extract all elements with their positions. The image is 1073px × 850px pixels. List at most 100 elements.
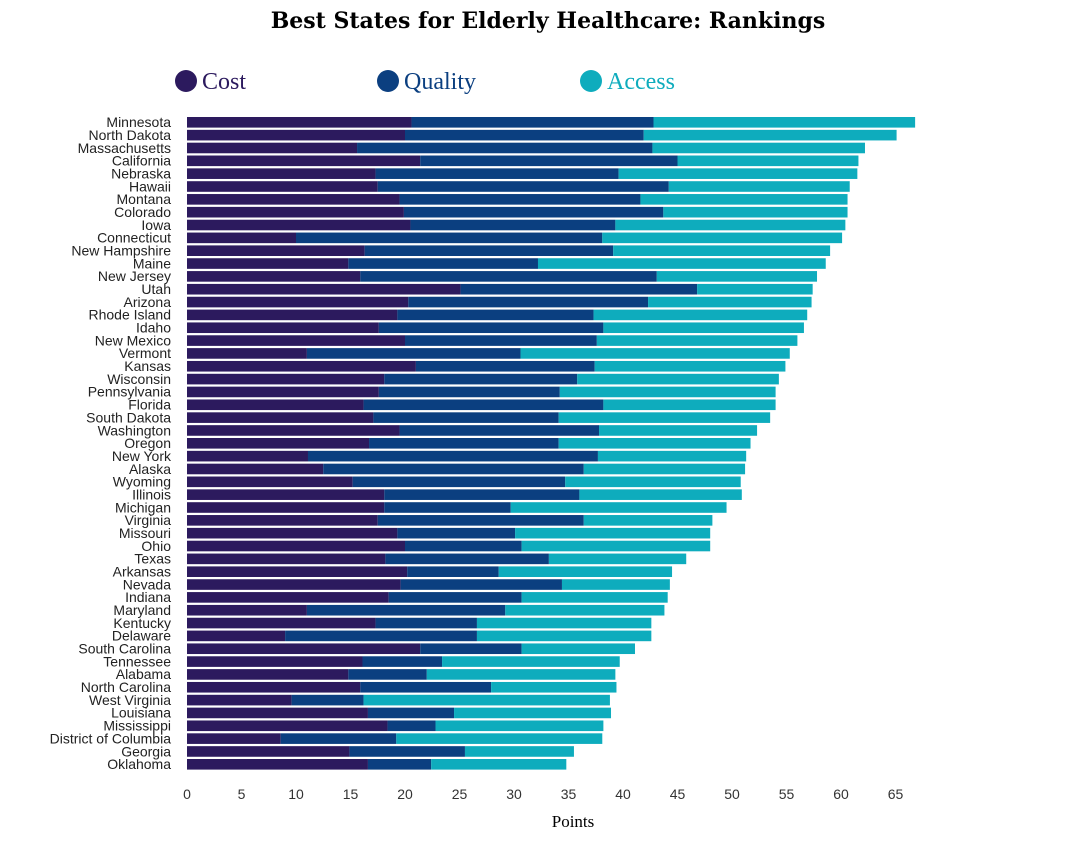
bar-cost bbox=[187, 617, 376, 629]
bar-cost bbox=[187, 669, 349, 680]
bar-quality bbox=[384, 502, 511, 513]
bar-quality bbox=[367, 759, 432, 770]
y-tick-label: Nevada bbox=[123, 576, 171, 592]
bar-access bbox=[515, 527, 711, 539]
bar-quality bbox=[399, 425, 600, 436]
bar-cost bbox=[187, 373, 385, 385]
x-tick-label: 20 bbox=[397, 786, 413, 802]
legend-swatch-cost bbox=[175, 70, 197, 92]
bar-access bbox=[583, 515, 713, 526]
legend-swatch-access bbox=[580, 70, 602, 92]
bar-quality bbox=[405, 540, 522, 552]
y-tick-label: Rhode Island bbox=[88, 307, 171, 323]
bar-cost bbox=[187, 630, 286, 642]
y-tick-label: Louisiana bbox=[111, 705, 171, 721]
y-tick-label: Minnesota bbox=[106, 114, 171, 130]
bar-quality bbox=[400, 579, 562, 590]
bar-access bbox=[615, 219, 846, 231]
y-tick-label: California bbox=[112, 153, 171, 169]
y-tick-label: New Mexico bbox=[95, 332, 171, 348]
bar-access bbox=[363, 694, 610, 706]
bar-quality bbox=[364, 245, 614, 256]
bar-quality bbox=[306, 348, 521, 359]
y-tick-label: Delaware bbox=[112, 628, 171, 644]
bar-access bbox=[603, 399, 776, 411]
bar-cost bbox=[187, 360, 416, 372]
bar-cost bbox=[187, 168, 376, 179]
bar-cost bbox=[187, 720, 388, 732]
bar-cost bbox=[187, 142, 358, 154]
bar-access bbox=[618, 168, 858, 179]
bar-cost bbox=[187, 450, 308, 462]
bar-cost bbox=[187, 258, 349, 269]
y-tick-label: North Carolina bbox=[81, 679, 171, 695]
bar-quality bbox=[375, 617, 477, 629]
bar-cost bbox=[187, 425, 400, 436]
y-tick-label: Maine bbox=[133, 255, 171, 271]
bar-cost bbox=[187, 296, 409, 308]
legend-label-access: Access bbox=[607, 69, 675, 95]
bar-quality bbox=[384, 373, 578, 385]
x-tick-label: 5 bbox=[238, 786, 246, 802]
bar-quality bbox=[348, 258, 538, 269]
bar-cost bbox=[187, 566, 408, 577]
bar-quality bbox=[407, 566, 499, 577]
bar-cost bbox=[187, 746, 350, 757]
bar-access bbox=[599, 425, 758, 436]
x-tick-label: 50 bbox=[724, 786, 740, 802]
bars-group bbox=[187, 117, 916, 770]
bar-quality bbox=[377, 181, 669, 192]
legend-swatch-quality bbox=[377, 70, 399, 92]
bar-cost bbox=[187, 232, 296, 244]
bar-cost bbox=[187, 515, 378, 526]
bar-access bbox=[537, 258, 826, 269]
bar-quality bbox=[375, 168, 619, 179]
y-tick-label: South Dakota bbox=[86, 409, 171, 425]
bar-access bbox=[548, 553, 687, 565]
y-tick-label: Oklahoma bbox=[107, 756, 171, 772]
y-tick-label: Vermont bbox=[119, 345, 171, 361]
bar-cost bbox=[187, 438, 370, 449]
bar-cost bbox=[187, 399, 364, 411]
y-tick-label: Alabama bbox=[116, 666, 171, 682]
y-tick-label: Washington bbox=[98, 422, 171, 438]
bar-cost bbox=[187, 604, 307, 616]
bar-access bbox=[602, 232, 843, 244]
bar-quality bbox=[307, 450, 598, 462]
bar-cost bbox=[187, 245, 365, 256]
bar-access bbox=[656, 271, 818, 282]
y-tick-label: Mississippi bbox=[103, 718, 171, 734]
bar-access bbox=[558, 438, 751, 449]
bar-cost bbox=[187, 707, 368, 719]
bar-cost bbox=[187, 502, 385, 513]
bar-cost bbox=[187, 181, 378, 192]
bar-cost bbox=[187, 129, 405, 141]
bar-access bbox=[442, 656, 620, 667]
bar-cost bbox=[187, 283, 461, 295]
bar-access bbox=[521, 540, 711, 552]
bar-cost bbox=[187, 759, 368, 770]
bar-access bbox=[640, 194, 848, 205]
x-tick-label: 55 bbox=[779, 786, 795, 802]
y-tick-label: Tennessee bbox=[103, 653, 171, 669]
bar-quality bbox=[285, 630, 477, 642]
bar-access bbox=[396, 733, 603, 744]
bar-quality bbox=[415, 360, 595, 372]
bar-quality bbox=[349, 746, 465, 757]
y-tick-label: Arkansas bbox=[113, 564, 171, 580]
bar-quality bbox=[405, 335, 597, 346]
x-tick-label: 45 bbox=[670, 786, 686, 802]
bar-access bbox=[476, 630, 652, 642]
y-tick-label: Georgia bbox=[121, 743, 171, 759]
bar-access bbox=[520, 348, 790, 359]
bar-quality bbox=[352, 476, 566, 488]
bar-quality bbox=[385, 553, 549, 565]
bar-access bbox=[558, 412, 771, 423]
bar-access bbox=[668, 181, 850, 192]
bar-cost bbox=[187, 194, 400, 205]
bar-cost bbox=[187, 335, 405, 346]
bar-quality bbox=[405, 129, 644, 141]
bar-access bbox=[663, 206, 848, 218]
bar-cost bbox=[187, 489, 385, 500]
